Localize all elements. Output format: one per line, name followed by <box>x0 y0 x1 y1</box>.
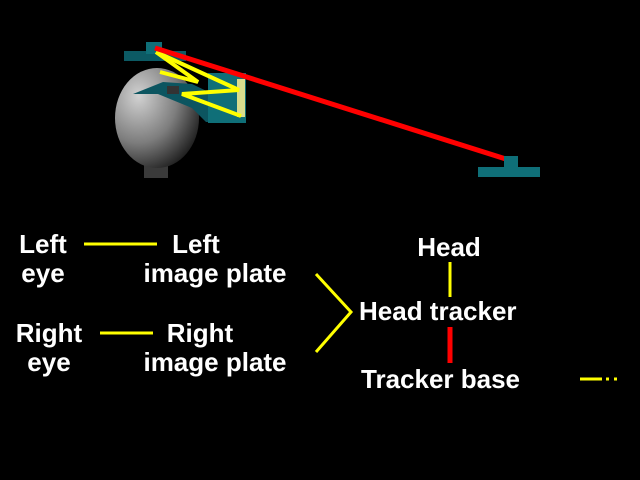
label-right-eye-line2: eye <box>27 347 71 377</box>
label-head: Head <box>417 232 481 262</box>
label-right-plate-line1: Right <box>166 318 234 348</box>
head-illustration <box>115 42 540 178</box>
optical-path-upper <box>154 50 200 84</box>
connector-plates-to-tracker <box>314 272 354 353</box>
label-right-eye-line1: Right <box>15 318 83 348</box>
optical-path-lower <box>155 50 242 118</box>
tracker-base <box>478 167 540 177</box>
label-tracker-base: Tracker base <box>361 364 521 394</box>
label-left-eye-line2: eye <box>21 258 65 288</box>
graph-connectors <box>84 242 622 381</box>
eye-marker <box>167 86 179 94</box>
hmd-band <box>124 51 186 61</box>
label-left-plate-line2: image plate <box>143 258 287 288</box>
image-plate <box>237 79 245 117</box>
label-left-eye-line1: Left <box>19 229 67 259</box>
label-left-plate: Left image plate <box>112 230 318 288</box>
label-right-plate: Right image plate <box>112 319 318 377</box>
tracker-base-post <box>504 156 518 170</box>
head-shape <box>115 68 199 168</box>
label-right-eye: Right eye <box>2 319 96 377</box>
label-right-plate-line2: image plate <box>143 347 287 377</box>
tracking-link <box>154 45 513 164</box>
label-left-eye: Left eye <box>4 230 82 288</box>
label-head-tracker: Head tracker <box>359 296 517 326</box>
label-left-plate-line1: Left <box>172 229 220 259</box>
